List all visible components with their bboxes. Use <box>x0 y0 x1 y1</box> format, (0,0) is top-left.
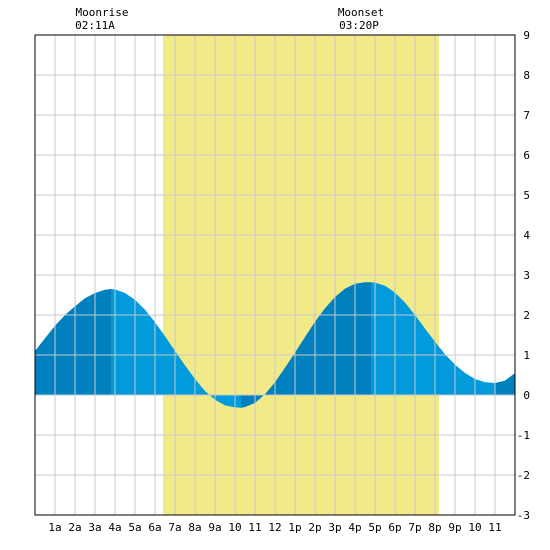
moonset-label: Moonset <box>338 6 384 19</box>
x-tick-label: 3p <box>328 521 341 534</box>
x-tick-label: 9a <box>208 521 221 534</box>
y-tick-label: 6 <box>523 149 530 162</box>
tide-segment-falling <box>371 282 495 395</box>
y-tick-label: 5 <box>523 189 530 202</box>
moonrise-time: 02:11A <box>75 19 115 32</box>
y-tick-label: 2 <box>523 309 530 322</box>
x-tick-label: 6a <box>148 521 161 534</box>
y-tick-label: 0 <box>523 389 530 402</box>
x-tick-label: 4a <box>108 521 121 534</box>
x-tick-label: 4p <box>348 521 361 534</box>
x-tick-label: 1a <box>48 521 61 534</box>
y-tick-label: 9 <box>523 29 530 42</box>
x-tick-label: 11 <box>248 521 261 534</box>
x-tick-label: 2p <box>308 521 321 534</box>
plot-frame <box>34 34 516 516</box>
x-tick-label: 10 <box>228 521 241 534</box>
x-tick-label: 2a <box>68 521 81 534</box>
x-tick-label: 3a <box>88 521 101 534</box>
x-tick-label: 10 <box>468 521 481 534</box>
x-tick-label: 7p <box>408 521 421 534</box>
x-tick-label: 9p <box>448 521 461 534</box>
y-tick-label: -1 <box>517 429 530 442</box>
x-tick-label: 7a <box>168 521 181 534</box>
x-tick-label: 8p <box>428 521 441 534</box>
plot-border <box>34 34 516 516</box>
y-axis-tick-labels: -3 -2 -1 0 1 2 3 4 5 6 7 8 9 <box>517 29 531 522</box>
tide-segment-rising <box>35 289 111 395</box>
tide-segment-rising <box>495 373 515 395</box>
x-tick-label: 5p <box>368 521 381 534</box>
moonrise-label: Moonrise <box>76 6 129 19</box>
y-tick-label: -2 <box>517 469 530 482</box>
grid-lines <box>35 35 515 515</box>
x-axis-tick-labels: 1a 2a 3a 4a 5a 6a 7a 8a 9a 10 11 12 1p 2p 3p 4p 5p 6p 7p 8p… <box>48 521 501 534</box>
y-tick-label: 8 <box>523 69 530 82</box>
y-tick-label: 4 <box>523 229 530 242</box>
tide-segment-falling <box>111 289 241 408</box>
tide-segment-rising <box>241 282 371 408</box>
tide-area <box>35 282 515 408</box>
y-tick-label: 1 <box>523 349 530 362</box>
y-tick-label: 7 <box>523 109 530 122</box>
x-tick-label: 5a <box>128 521 141 534</box>
x-tick-label: 8a <box>188 521 201 534</box>
y-tick-label: 3 <box>523 269 530 282</box>
x-tick-label: 11 <box>488 521 501 534</box>
y-tick-label: -3 <box>517 509 530 522</box>
x-tick-label: 1p <box>288 521 301 534</box>
x-tick-label: 12 <box>268 521 281 534</box>
moonset-time: 03:20P <box>339 19 379 32</box>
x-tick-label: 6p <box>388 521 401 534</box>
